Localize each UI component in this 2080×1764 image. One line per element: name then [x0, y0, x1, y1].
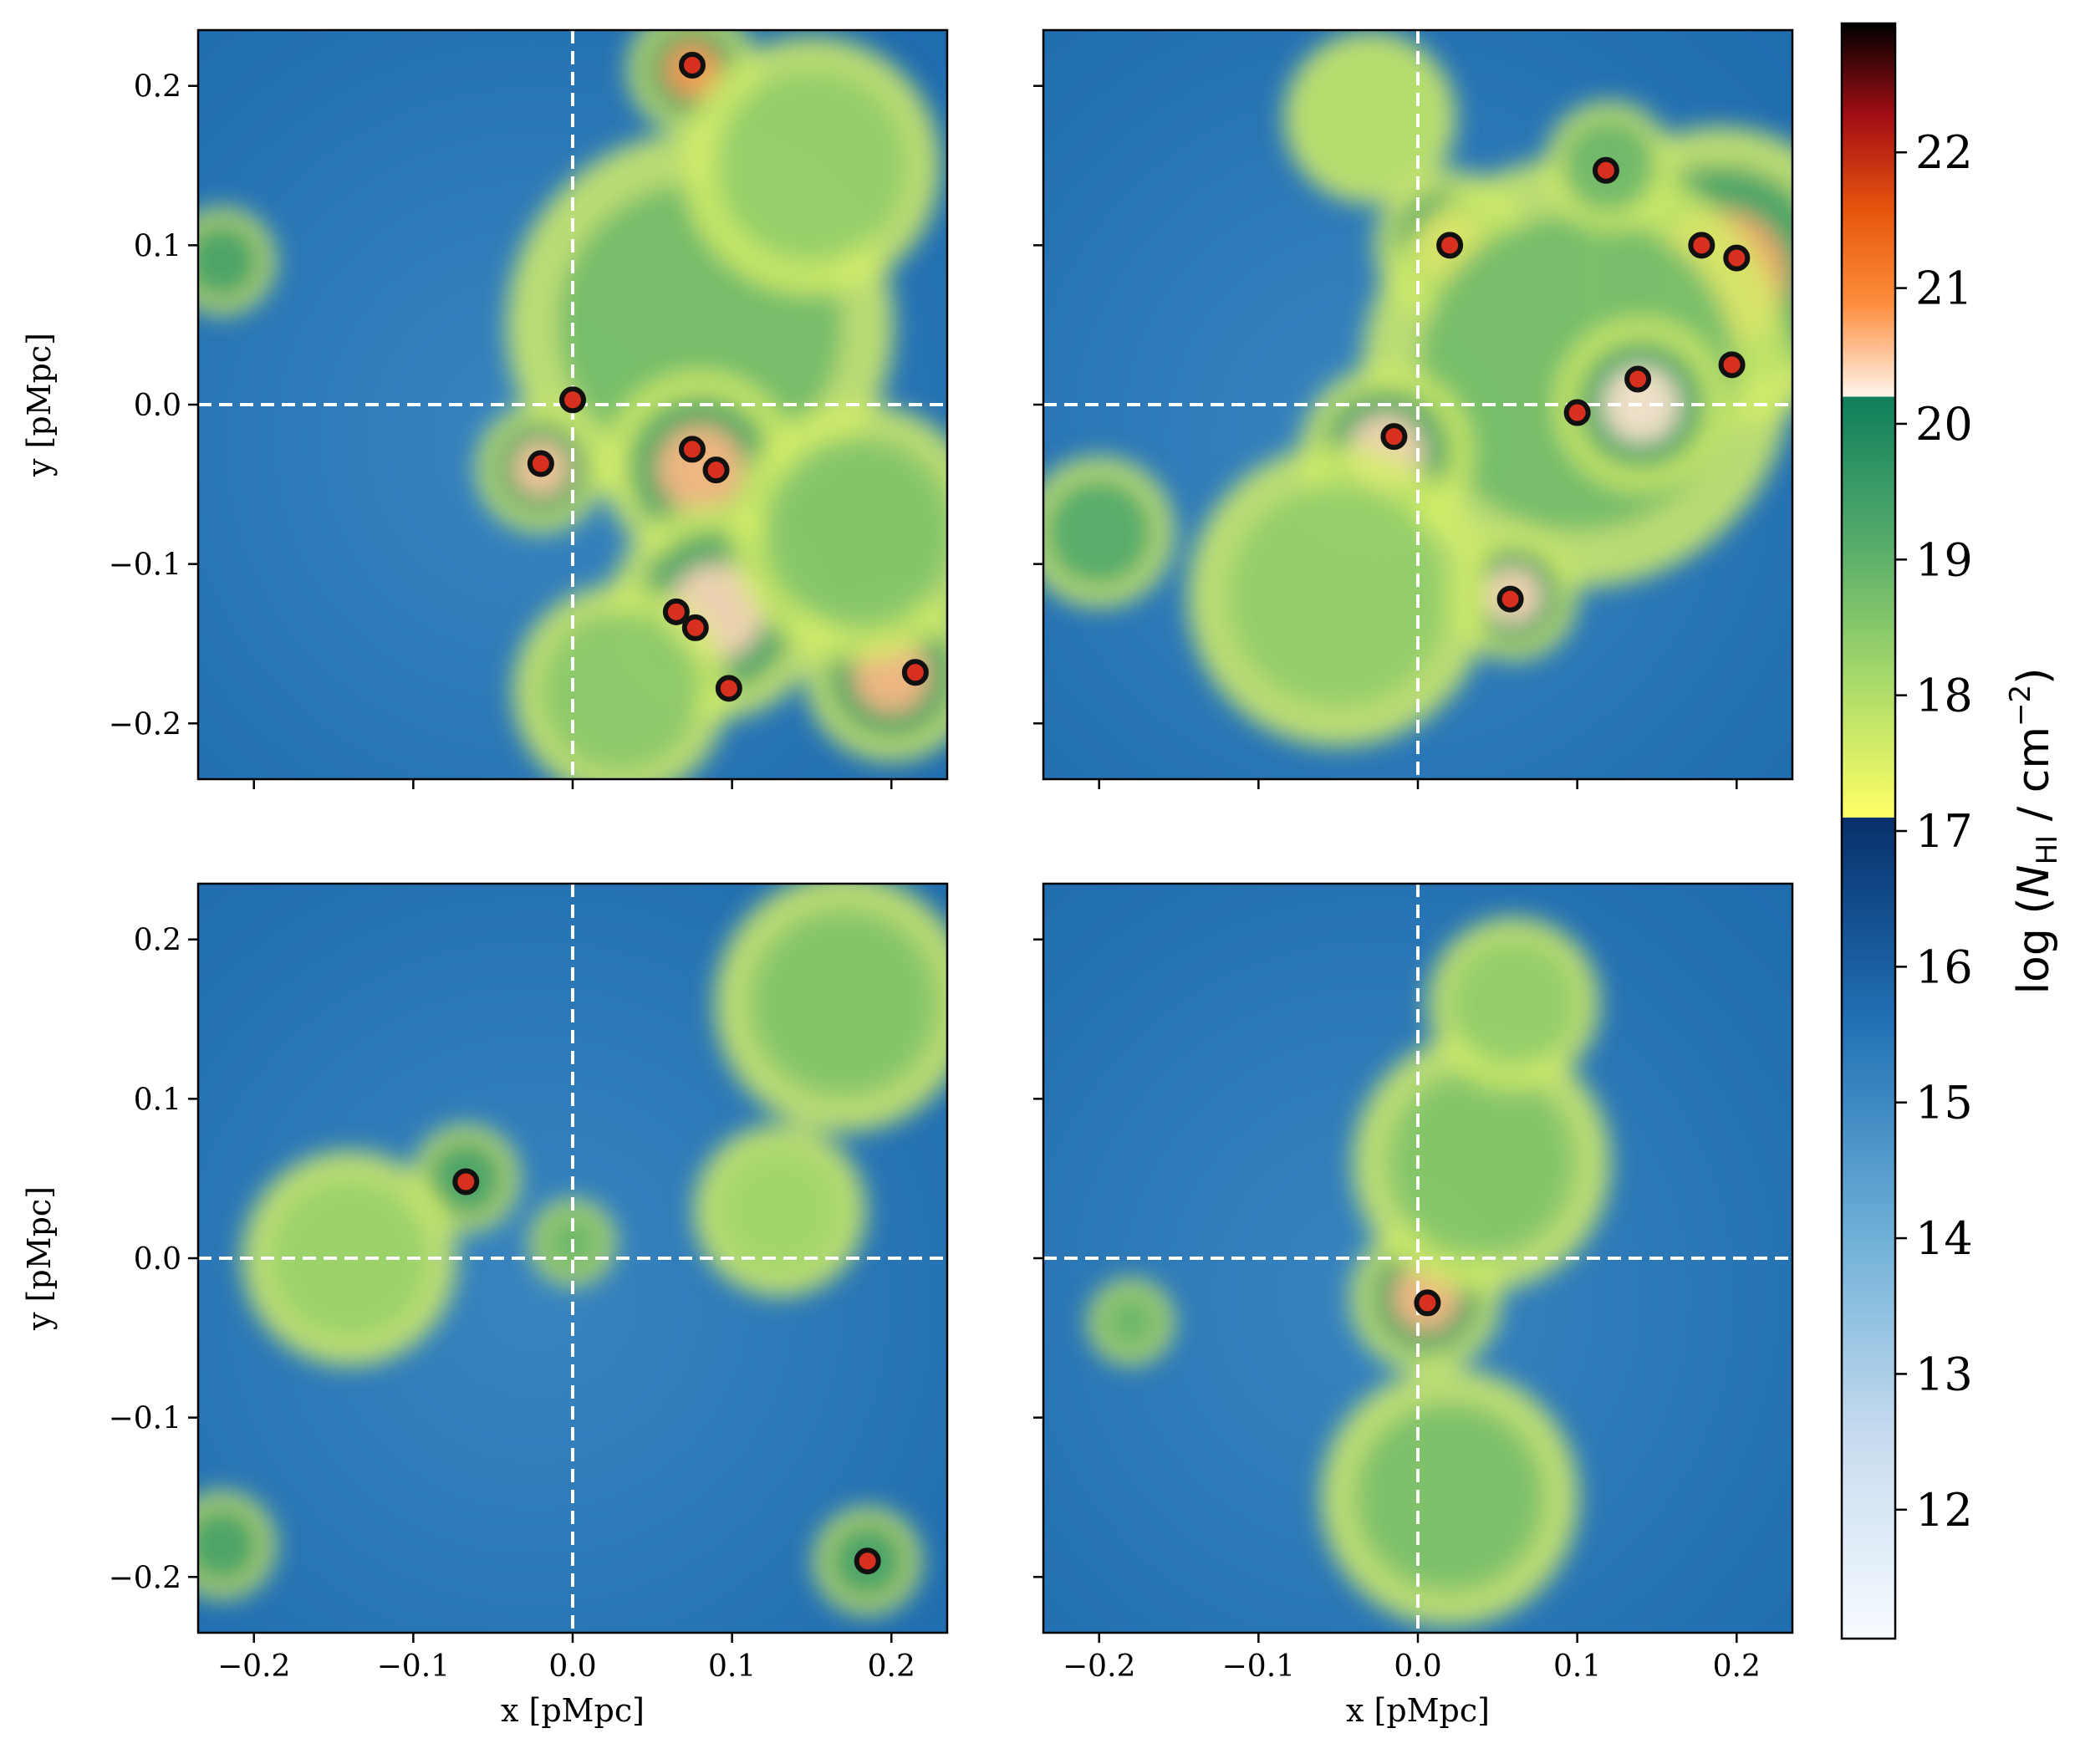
x-tick-label: 0.2: [1713, 1649, 1761, 1684]
halo-marker: [1563, 399, 1591, 426]
y-tick-label: 0.1: [134, 229, 181, 263]
halo-marker: [678, 436, 706, 463]
colorbar-tick-label: 16: [1915, 941, 1973, 993]
halo-marker: [1436, 232, 1464, 259]
absorber-region: [1450, 939, 1578, 1068]
y-tick-label: −0.2: [109, 707, 181, 742]
x-tick-label: −0.1: [377, 1649, 450, 1684]
absorber-region: [1226, 484, 1450, 708]
halo-marker: [1718, 351, 1746, 379]
x-tick-label: −0.1: [1222, 1649, 1295, 1684]
halo-marker: [854, 1547, 881, 1575]
x-axis-label: x [pMpc]: [1346, 1692, 1490, 1729]
y-tick-label: 0.2: [134, 924, 181, 958]
absorber-region: [763, 436, 947, 628]
x-tick-label: 0.2: [868, 1649, 915, 1684]
halo-marker: [1496, 585, 1524, 613]
y-tick-label: 0.1: [134, 1083, 181, 1117]
absorber-region: [716, 69, 908, 262]
panel-top-left: −0.2 −0.1 0.0 0.1 0.2 y [pMpc]: [21, 28, 949, 789]
colorbar-segment: [1842, 817, 1895, 1639]
absorber-region: [747, 907, 940, 1099]
x-tick-label: −0.2: [1063, 1649, 1135, 1684]
y-tick-label: −0.2: [109, 1561, 181, 1595]
y-tick-label: 0.0: [134, 389, 181, 423]
colorbar-tick-label: 17: [1915, 805, 1973, 858]
halo-marker: [1688, 232, 1715, 259]
x-tick-label: 0.1: [1553, 1649, 1601, 1684]
halo-marker: [452, 1168, 480, 1196]
colorbar-label: log (NHI / cm−2): [2004, 668, 2064, 995]
halo-marker: [662, 598, 690, 625]
halo-marker: [901, 659, 929, 686]
absorber-region: [540, 611, 701, 772]
halo-marker: [1592, 156, 1619, 184]
absorber-region: [1043, 476, 1155, 589]
colorbar-tick-label: 15: [1915, 1077, 1973, 1129]
halo-marker: [1723, 244, 1751, 272]
dla-core: [657, 425, 743, 512]
halo-marker: [702, 456, 730, 484]
halo-marker: [681, 614, 709, 641]
colorbar-tick-label: 22: [1915, 126, 1973, 179]
absorber-region: [1385, 1067, 1578, 1259]
x-axis-label: x [pMpc]: [501, 1692, 645, 1729]
halo-marker: [1380, 423, 1408, 451]
x-tick-label: 0.1: [708, 1649, 756, 1684]
absorber-region: [1354, 1401, 1546, 1593]
halo-marker: [715, 675, 742, 702]
x-tick-label: 0.0: [548, 1649, 596, 1684]
panel-top-right: [1033, 28, 1794, 789]
absorber-region: [198, 1505, 263, 1585]
y-tick-label: −0.1: [109, 548, 181, 583]
halo-marker: [559, 386, 586, 414]
colorbar-tick-label: 21: [1915, 263, 1973, 315]
x-tick-label: −0.2: [217, 1649, 290, 1684]
colorbar-segment: [1842, 23, 1895, 397]
colorbar-tick-label: 18: [1915, 670, 1973, 722]
absorber-region: [1306, 54, 1435, 182]
x-tick-label: 0.0: [1394, 1649, 1441, 1684]
y-tick-label: −0.1: [109, 1402, 181, 1436]
colorbar-tick-label: 20: [1915, 398, 1973, 451]
y-tick-label: 0.2: [134, 70, 181, 105]
y-axis-label: y [pMpc]: [21, 1186, 58, 1331]
halo-marker: [1624, 365, 1652, 393]
halo-marker: [527, 450, 554, 477]
y-tick-label: 0.0: [134, 1242, 181, 1277]
colorbar-tick-label: 19: [1915, 533, 1973, 586]
panel-bottom-right: −0.2 −0.1 0.0 0.1 0.2 x [pMpc]: [1033, 882, 1794, 1729]
y-axis-label: y [pMpc]: [21, 333, 58, 477]
colorbar-segment: [1842, 396, 1895, 818]
colorbar: 12 13 14 15 16 17 18 19 20 21 22 log (NHI / cm−2): [1840, 22, 2064, 1640]
absorber-region: [716, 1146, 844, 1275]
colorbar-tick-label: 13: [1915, 1348, 1973, 1400]
colorbar-tick-label: 12: [1915, 1484, 1973, 1537]
halo-marker: [1414, 1289, 1441, 1317]
absorber-region: [198, 221, 263, 302]
absorber-region: [1099, 1290, 1163, 1354]
halo-marker: [678, 51, 706, 79]
panel-bottom-left: −0.2 −0.1 0.0 0.1 0.2 −0.2 −0.1 0.0 0.1 0.2 x [pMp…: [21, 882, 949, 1729]
colorbar-tick-label: 14: [1915, 1212, 1973, 1265]
